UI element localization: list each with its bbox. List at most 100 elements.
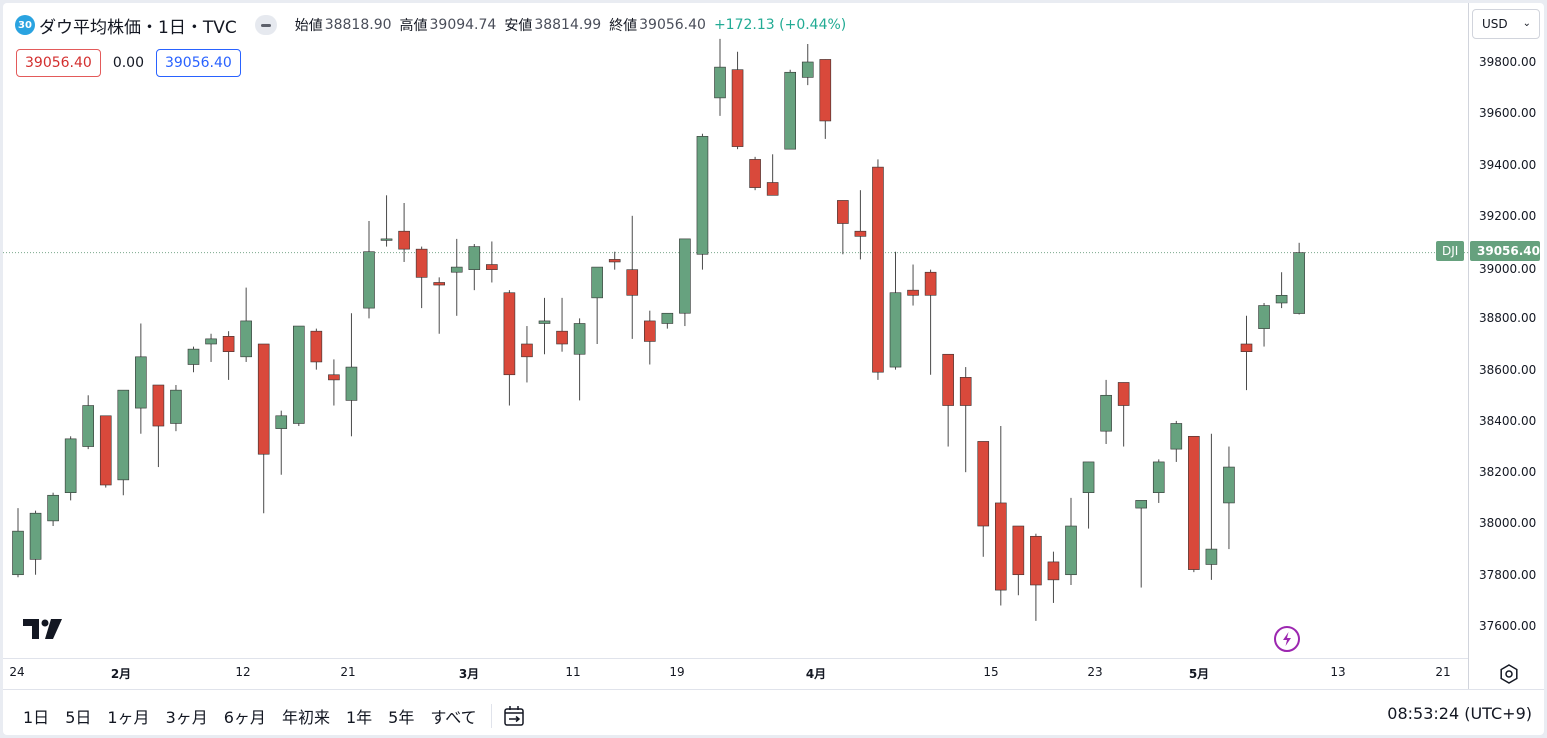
candle[interactable] bbox=[328, 359, 340, 406]
candle[interactable] bbox=[556, 297, 568, 352]
hide-legend-button[interactable] bbox=[254, 15, 277, 35]
candle[interactable] bbox=[1030, 533, 1042, 621]
settings-icon[interactable] bbox=[1497, 662, 1521, 686]
candle[interactable] bbox=[608, 251, 621, 270]
candle[interactable] bbox=[538, 297, 551, 355]
candle[interactable] bbox=[749, 156, 761, 191]
buy-button[interactable]: 39056.40 bbox=[155, 49, 241, 77]
candle[interactable] bbox=[942, 353, 954, 447]
candle[interactable] bbox=[433, 277, 446, 334]
candle[interactable] bbox=[135, 323, 147, 434]
candle[interactable] bbox=[1047, 551, 1060, 603]
candle[interactable] bbox=[521, 326, 533, 383]
candle[interactable] bbox=[468, 244, 481, 291]
candle[interactable] bbox=[679, 238, 691, 327]
candle[interactable] bbox=[1240, 315, 1253, 391]
candle[interactable] bbox=[503, 290, 516, 406]
sell-button[interactable]: 39056.40 bbox=[16, 49, 101, 77]
range-button[interactable]: すべて bbox=[430, 708, 477, 727]
tradingview-logo-icon[interactable] bbox=[21, 615, 65, 641]
candle[interactable] bbox=[1012, 525, 1025, 596]
candle[interactable] bbox=[398, 203, 410, 262]
candlestick-chart[interactable] bbox=[3, 3, 1471, 658]
candle-body-up bbox=[661, 312, 674, 324]
candle-body-down bbox=[556, 330, 568, 345]
symbol-badge[interactable]: 30 bbox=[15, 15, 35, 35]
candle[interactable] bbox=[1100, 379, 1112, 444]
candle[interactable] bbox=[854, 190, 867, 260]
candle[interactable] bbox=[766, 154, 779, 196]
candle[interactable] bbox=[275, 410, 288, 475]
candle[interactable] bbox=[573, 318, 586, 401]
candle[interactable] bbox=[170, 385, 182, 432]
candle[interactable] bbox=[486, 241, 498, 283]
range-button[interactable]: 年初来 bbox=[281, 708, 330, 727]
range-button[interactable]: 6ヶ月 bbox=[223, 708, 266, 727]
currency-select[interactable]: USD ⌄ bbox=[1472, 9, 1540, 39]
candle[interactable] bbox=[819, 59, 832, 139]
candle[interactable] bbox=[714, 38, 726, 116]
candle[interactable] bbox=[643, 310, 656, 365]
candle[interactable] bbox=[1170, 420, 1183, 462]
candle[interactable] bbox=[1065, 497, 1077, 585]
candle[interactable] bbox=[363, 220, 375, 319]
candle[interactable] bbox=[1188, 435, 1200, 573]
candle[interactable] bbox=[450, 238, 463, 316]
range-button[interactable]: 5日 bbox=[65, 708, 92, 727]
chart-plot-area[interactable] bbox=[3, 3, 1471, 658]
candle[interactable] bbox=[661, 312, 674, 329]
candle[interactable] bbox=[924, 269, 937, 375]
candle[interactable] bbox=[222, 331, 235, 380]
candle[interactable] bbox=[837, 200, 849, 255]
candle[interactable] bbox=[696, 133, 709, 270]
range-button[interactable]: 1ヶ月 bbox=[107, 708, 150, 727]
candle[interactable] bbox=[292, 325, 305, 427]
candle[interactable] bbox=[1293, 242, 1305, 315]
range-button[interactable]: 1日 bbox=[23, 708, 50, 727]
candle[interactable] bbox=[152, 384, 165, 468]
candle[interactable] bbox=[1258, 302, 1270, 347]
range-button[interactable]: 5年 bbox=[388, 708, 415, 727]
candle[interactable] bbox=[591, 266, 603, 344]
candle[interactable] bbox=[187, 346, 200, 373]
candle[interactable] bbox=[1152, 459, 1165, 503]
candle[interactable] bbox=[82, 395, 94, 450]
candle[interactable] bbox=[310, 328, 323, 370]
candle[interactable] bbox=[1205, 433, 1218, 580]
candle[interactable] bbox=[29, 510, 42, 575]
candle[interactable] bbox=[994, 426, 1007, 606]
candle[interactable] bbox=[801, 44, 814, 86]
candle[interactable] bbox=[977, 441, 990, 557]
candle[interactable] bbox=[380, 195, 393, 247]
candle[interactable] bbox=[959, 367, 972, 473]
quick-trade: 39056.40 0.00 39056.40 bbox=[16, 49, 241, 77]
candle[interactable] bbox=[47, 492, 59, 527]
candle[interactable] bbox=[784, 69, 797, 150]
candle[interactable] bbox=[1135, 500, 1147, 588]
candle[interactable] bbox=[64, 436, 77, 501]
calendar-range-icon[interactable] bbox=[500, 702, 528, 730]
candle[interactable] bbox=[1082, 461, 1095, 529]
candle-body-up bbox=[1275, 294, 1288, 304]
candle[interactable] bbox=[872, 159, 884, 380]
candle[interactable] bbox=[12, 508, 24, 578]
range-button[interactable]: 1年 bbox=[345, 708, 373, 727]
candle[interactable] bbox=[345, 313, 358, 437]
candle[interactable] bbox=[1223, 446, 1235, 550]
candle[interactable] bbox=[240, 287, 252, 362]
candle[interactable] bbox=[1275, 272, 1288, 309]
candle[interactable] bbox=[99, 415, 112, 488]
clock[interactable]: 08:53:24 (UTC+9) bbox=[1387, 704, 1532, 723]
candle[interactable] bbox=[731, 51, 744, 150]
candle[interactable] bbox=[205, 333, 217, 362]
candle[interactable] bbox=[626, 215, 639, 339]
candle[interactable] bbox=[117, 389, 130, 496]
range-button[interactable]: 3ヶ月 bbox=[165, 708, 208, 727]
candle[interactable] bbox=[1117, 382, 1130, 447]
symbol-title[interactable]: ダウ平均株価・1日・TVC bbox=[39, 17, 237, 38]
lightning-icon[interactable] bbox=[1273, 625, 1301, 653]
candle[interactable] bbox=[257, 343, 270, 514]
candle[interactable] bbox=[907, 264, 919, 306]
candle[interactable] bbox=[415, 246, 428, 309]
candle[interactable] bbox=[889, 251, 902, 370]
